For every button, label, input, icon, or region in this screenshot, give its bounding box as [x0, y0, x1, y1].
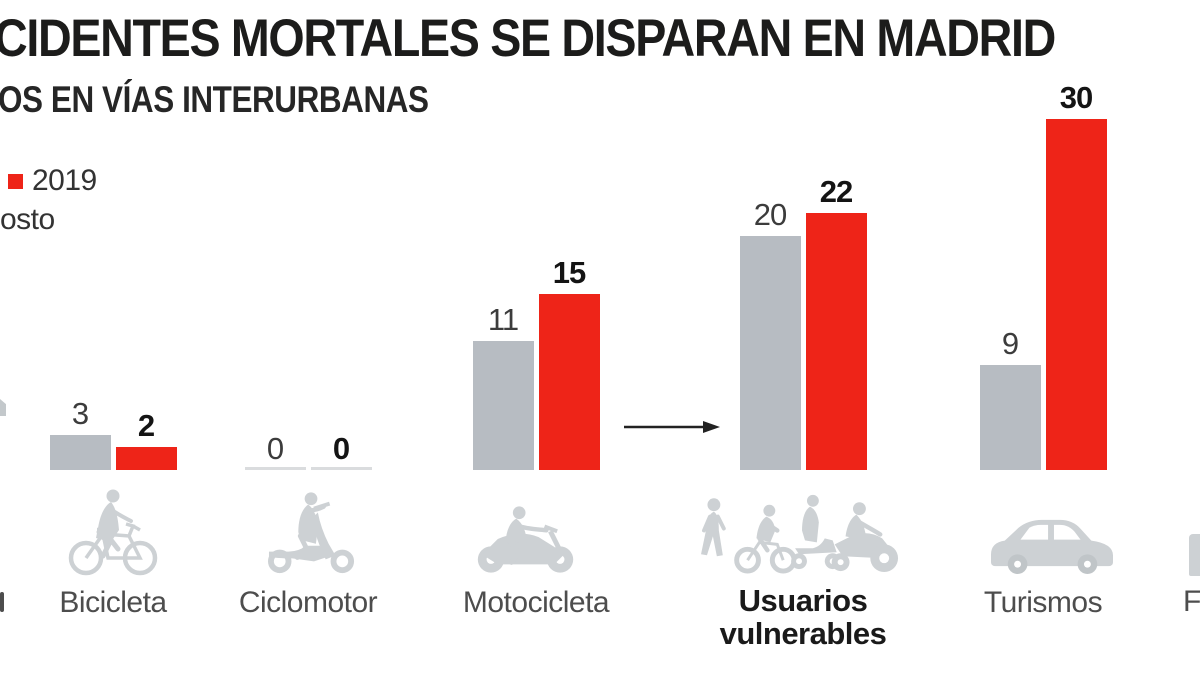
value-label-red-ciclomotor: 0: [332, 431, 350, 466]
legend-note-fragment: osto: [0, 203, 55, 236]
value-label-gray-usuarios-vulnerables: 20: [753, 197, 787, 232]
chart-subtitle: OS EN VÍAS INTERURBANAS: [0, 79, 429, 120]
value-label-gray-motocicleta: 11: [487, 302, 519, 337]
motorcycle-icon: [467, 504, 585, 577]
value-label-gray-ciclomotor: 0: [266, 431, 284, 466]
bar-gray-bicicleta: [49, 435, 111, 470]
bicycle-icon: [63, 486, 163, 578]
van-icon: [1189, 534, 1200, 576]
legend-2019-swatch-icon: [8, 173, 23, 189]
value-label-red-motocicleta: 15: [552, 255, 586, 290]
left-edge-letter-fragment: [0, 592, 4, 612]
bar-gray-usuarios-vulnerables: [739, 236, 801, 470]
bar-gray-motocicleta: [472, 341, 534, 470]
bar-gray-turismos: [979, 365, 1041, 470]
bar-2019-usuarios-vulnerables: [805, 213, 867, 470]
value-label-red-usuarios-vulnerables: 22: [819, 174, 853, 209]
bar-2019-ciclomotor: [310, 467, 372, 470]
value-label-red-turismos: 30: [1059, 80, 1093, 115]
bar-2019-motocicleta: [538, 294, 600, 470]
vulnerable-users-group-icon: [696, 479, 909, 578]
bar-gray-ciclomotor: [244, 467, 306, 470]
chart-title: CIDENTES MORTALES SE DISPARAN EN MADRID: [0, 9, 1056, 68]
car-icon: [984, 515, 1120, 576]
category-label-motocicleta: Motocicleta: [462, 586, 610, 619]
arrow-icon: [624, 421, 720, 433]
category-label-turismos: Turismos: [983, 586, 1103, 619]
bar-2019-turismos: [1045, 119, 1107, 470]
legend: 2019: [8, 164, 97, 198]
legend-2019-label: 2019: [32, 164, 97, 197]
category-label-usuarios-vulnerables: Usuarios vulnerables: [719, 583, 887, 651]
category-label-bicicleta: Bicicleta: [59, 586, 167, 619]
value-label-gray-turismos: 9: [1001, 326, 1019, 361]
left-edge-cropped-fragment: [0, 399, 6, 416]
value-label-red-bicicleta: 2: [137, 408, 155, 443]
category-label-ciclomotor: Ciclomotor: [238, 586, 378, 619]
bar-2019-bicicleta: [115, 447, 177, 470]
right-category-label-fragment: F: [1183, 585, 1200, 618]
moped-icon: [262, 489, 362, 577]
value-label-gray-bicicleta: 3: [71, 396, 89, 431]
